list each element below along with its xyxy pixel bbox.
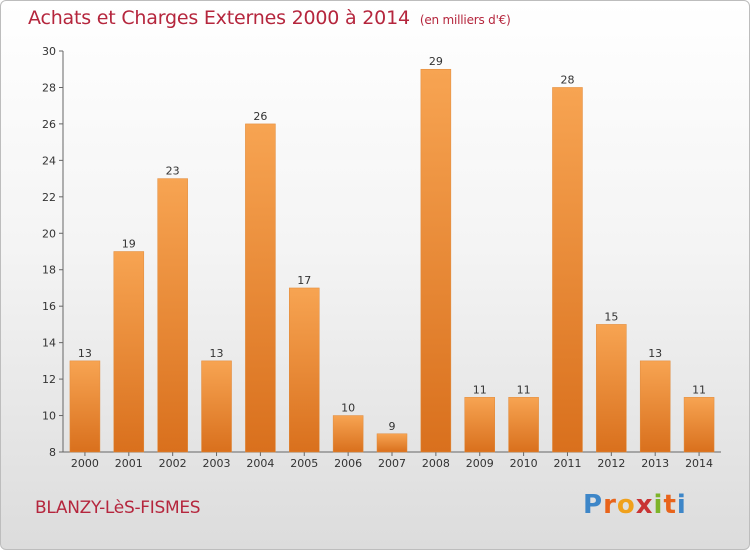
x-tick-label: 2005 (290, 457, 318, 470)
bar-value-label: 19 (122, 238, 136, 251)
chart-labels: 13 2000 19 2001 23 2002 13 2003 26 2004 17 2005 10 20… (71, 55, 713, 470)
y-tick-label: 22 (42, 191, 56, 204)
x-tick-label: 2002 (159, 457, 187, 470)
y-tick-label: 10 (42, 410, 56, 423)
bar-value-label: 11 (517, 383, 531, 396)
proxiti-logo[interactable]: Proxiti (583, 490, 687, 520)
y-tick-label: 24 (42, 154, 56, 167)
x-tick-label: 2009 (466, 457, 494, 470)
bar (245, 123, 276, 453)
bar (683, 397, 715, 453)
bar-value-label: 29 (429, 55, 443, 68)
chart-unit-note: (en milliers d'€) (419, 13, 511, 27)
x-tick-label: 2003 (203, 457, 231, 470)
bar-value-label: 11 (692, 383, 706, 396)
y-tick-label: 30 (42, 45, 56, 58)
bar-value-label: 17 (297, 274, 311, 287)
x-tick-label: 2008 (422, 457, 450, 470)
bar (157, 178, 188, 453)
chart-title: Achats et Charges Externes 2000 à 2014 (e… (28, 7, 511, 29)
bar-value-label: 28 (560, 73, 574, 86)
x-tick-label: 2001 (115, 457, 143, 470)
chart-bars (69, 68, 715, 453)
x-tick-label: 2012 (597, 457, 625, 470)
bar-value-label: 23 (166, 165, 180, 178)
bar (596, 324, 627, 453)
bar (376, 433, 408, 453)
y-tick-label: 26 (42, 118, 56, 131)
y-tick-label: 28 (42, 81, 56, 94)
bar-value-label: 10 (341, 402, 355, 415)
x-tick-label: 2006 (334, 457, 362, 470)
bar (508, 397, 539, 453)
bar-chart: 8 10 12 14 16 18 20 22 24 26 28 30 13 2000 19 2001 23 20… (42, 45, 721, 470)
bar-value-label: 13 (78, 347, 92, 360)
bar (420, 68, 452, 453)
commune-name: BLANZY-LèS-FISMES (35, 498, 201, 518)
y-tick-label: 12 (42, 373, 56, 386)
bar (201, 360, 232, 453)
y-tick-label: 14 (42, 337, 56, 350)
bar-value-label: 9 (389, 420, 396, 433)
bar-value-label: 11 (473, 383, 487, 396)
bar-value-label: 13 (210, 347, 224, 360)
bar (332, 415, 364, 453)
bar (464, 397, 495, 453)
bar (289, 287, 320, 453)
bar-value-label: 13 (648, 347, 662, 360)
chart-title-text: Achats et Charges Externes 2000 à 2014 (28, 7, 410, 29)
x-tick-label: 2004 (246, 457, 274, 470)
x-tick-label: 2014 (685, 457, 713, 470)
x-tick-label: 2011 (553, 457, 581, 470)
x-tick-label: 2000 (71, 457, 99, 470)
y-tick-label: 18 (42, 264, 56, 277)
x-tick-label: 2007 (378, 457, 406, 470)
y-tick-label: 8 (49, 446, 56, 459)
bar-value-label: 15 (604, 310, 618, 323)
x-tick-label: 2013 (641, 457, 669, 470)
bar (639, 360, 671, 453)
y-tick-label: 20 (42, 227, 56, 240)
bar (69, 360, 101, 453)
y-tick-label: 16 (42, 300, 56, 313)
x-tick-label: 2010 (510, 457, 538, 470)
bar (552, 87, 583, 453)
bar-value-label: 26 (253, 110, 267, 123)
bar (113, 251, 145, 453)
